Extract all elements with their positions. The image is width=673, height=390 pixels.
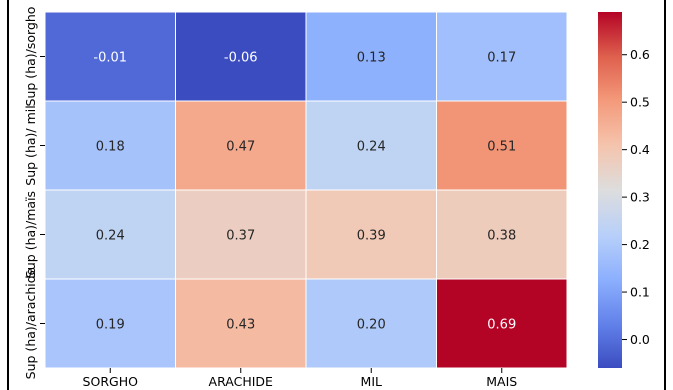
- heatmap-cell-sup-ha-mil-mais: [436, 100, 568, 191]
- cell-value-label: 0.39: [357, 229, 386, 244]
- colorbar-tick-label: 0.2: [630, 237, 650, 252]
- column-label-arachide: ARACHIDE: [209, 374, 274, 389]
- cell-value-label: 0.19: [96, 318, 125, 333]
- cell-value-label: 0.37: [226, 229, 255, 244]
- colorbar-tick-label: 0.5: [630, 95, 650, 110]
- cell-value-label: 0.47: [226, 140, 255, 155]
- cell-value-label: 0.43: [226, 318, 255, 333]
- row-label-sup-ha-mais: Sup (ha)/maïs: [23, 191, 38, 278]
- column-label-sorgho: SORGHO: [83, 374, 139, 389]
- colorbar: [598, 12, 622, 368]
- heatmap-cell-sup-ha-mais-mil: [305, 189, 437, 280]
- heatmap-cells: -0.01 -0.06 0.13 0.17 0.18 0.47 0.24 0.51 0.24 0.…: [44, 11, 568, 369]
- cell-value-label: 0.38: [487, 229, 516, 244]
- colorbar-ticks: 0.0 0.1 0.2 0.3 0.4 0.5 0.6: [622, 47, 650, 347]
- cell-value-label: 0.17: [487, 51, 516, 66]
- frame-right-edge: [664, 0, 666, 390]
- heatmap-cell-sup-ha-sorgho-sorgho: [44, 11, 176, 102]
- cell-value-label: 0.18: [96, 140, 125, 155]
- heatmap-cell-sup-ha-sorgho-mais: [436, 11, 568, 102]
- colorbar-tick-label: 0.3: [630, 190, 650, 205]
- colorbar-tick-label: 0.4: [630, 142, 650, 157]
- colorbar-tick-label: 0.0: [630, 332, 650, 347]
- heatmap-cell-sup-ha-mil-mil: [305, 100, 437, 191]
- heatmap-cell-sup-ha-arachide-mil: [305, 278, 437, 369]
- heatmap-cell-sup-ha-mil-sorgho: [44, 100, 176, 191]
- cell-value-label: 0.69: [487, 318, 516, 333]
- row-label-sup-ha-mil: Sup (ha)/ mil: [23, 105, 38, 185]
- row-label-sup-ha-sorgho: Sup (ha)/sorgho: [23, 7, 38, 107]
- column-label-mil: MIL: [361, 374, 382, 389]
- column-label-mais: MAIS: [486, 374, 517, 389]
- frame-left-edge: [7, 0, 9, 390]
- cell-value-label: -0.06: [224, 51, 258, 66]
- heatmap-cell-sup-ha-mais-arachide: [175, 189, 307, 280]
- cell-value-label: 0.13: [357, 51, 386, 66]
- cell-value-label: 0.20: [357, 318, 386, 333]
- heatmap-cell-sup-ha-arachide-arachide: [175, 278, 307, 369]
- cell-value-label: 0.24: [357, 140, 386, 155]
- cell-value-label: 0.51: [487, 140, 516, 155]
- column-labels: SORGHO ARACHIDE MIL MAIS: [83, 368, 517, 389]
- heatmap-cell-sup-ha-sorgho-arachide: [175, 11, 307, 102]
- heatmap-cell-sup-ha-mil-arachide: [175, 100, 307, 191]
- colorbar-tick-label: 0.1: [630, 285, 650, 300]
- cell-value-label: -0.01: [93, 51, 127, 66]
- colorbar-tick-label: 0.6: [630, 47, 650, 62]
- heatmap-cell-sup-ha-mais-mais: [436, 189, 568, 280]
- row-label-sup-ha-arachide: Sup (ha)/arachide: [23, 267, 38, 379]
- cell-value-label: 0.24: [96, 229, 125, 244]
- heatmap-cell-sup-ha-arachide-mais: [436, 278, 568, 369]
